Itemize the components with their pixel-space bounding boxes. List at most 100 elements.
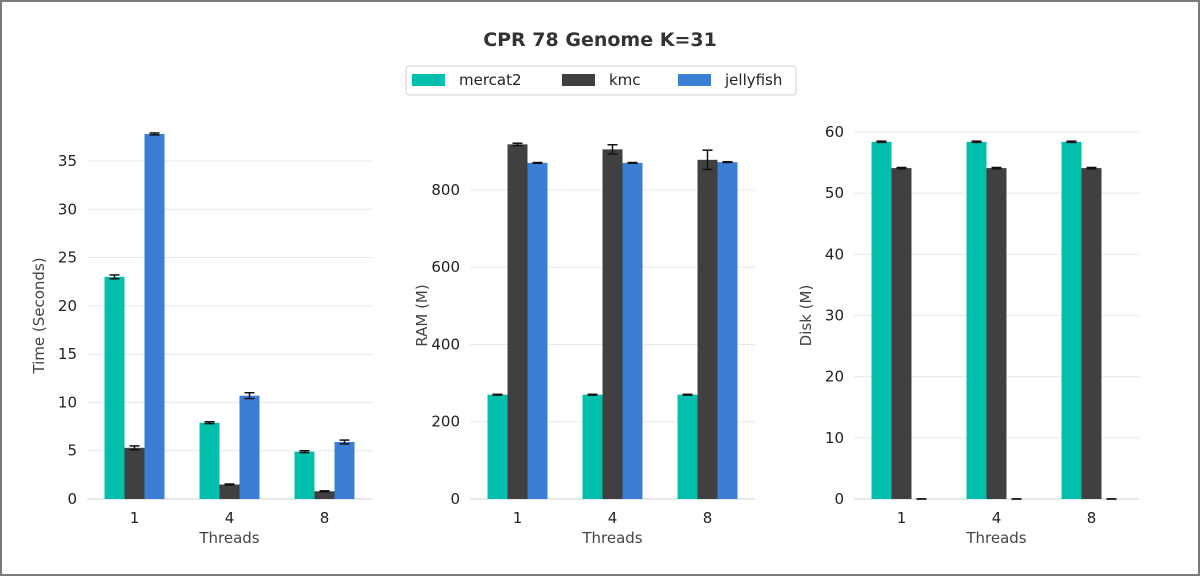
legend-entry-jellyfish: jellyfish — [678, 71, 782, 89]
y-tick-label: 0 — [450, 490, 460, 508]
y-tick-label: 0 — [834, 490, 844, 508]
bar-kmc — [219, 484, 240, 499]
legend-box — [405, 65, 797, 96]
y-tick-label: 400 — [431, 335, 460, 353]
panel-1: 0 5 10 15 20 25 30 35 1 4 8 Threads Time (Seconds) — [30, 132, 372, 547]
bar-mercat2 — [487, 394, 508, 499]
error-bar-jellyfish — [244, 392, 255, 400]
legend-label-mercat2: mercat2 — [459, 71, 522, 89]
y-tick-label: 600 — [431, 258, 460, 276]
x-tick-label: 1 — [513, 509, 523, 527]
legend: mercat2 kmc jellyfish — [405, 65, 797, 96]
error-bar-jellyfish — [532, 161, 543, 165]
error-bar-mercat2 — [204, 420, 215, 425]
x-tick-label: 8 — [320, 509, 330, 527]
bar-mercat2 — [199, 422, 220, 499]
error-bar-kmc — [702, 149, 713, 171]
y-tick-label: 25 — [58, 249, 77, 267]
bar-kmc — [314, 491, 335, 499]
error-bar-kmc — [512, 142, 523, 147]
y-tick-label: 200 — [431, 413, 460, 431]
legend-swatch-jellyfish — [678, 74, 711, 86]
error-bar-mercat2 — [109, 274, 120, 280]
bar-mercat2 — [582, 394, 603, 499]
x-axis-label: Threads — [198, 529, 259, 547]
error-bar-mercat2 — [492, 393, 503, 396]
legend-swatch-kmc — [562, 74, 595, 86]
error-bar-mercat2 — [971, 140, 982, 144]
y-tick-label: 60 — [825, 123, 844, 141]
bar-jellyfish — [622, 162, 643, 499]
error-bar-kmc — [991, 166, 1002, 170]
error-bar-mercat2 — [682, 393, 693, 396]
bar-kmc — [986, 168, 1007, 500]
y-tick-label: 10 — [58, 393, 77, 411]
error-bar-kmc — [1086, 166, 1097, 170]
y-tick-label: 20 — [58, 297, 77, 315]
y-axis-label: Disk (M) — [797, 285, 815, 347]
legend-label-kmc: kmc — [609, 71, 641, 89]
x-tick-label: 4 — [225, 509, 235, 527]
error-bar-mercat2 — [1066, 140, 1077, 144]
bar-mercat2 — [1061, 141, 1082, 499]
x-tick-label: 4 — [608, 509, 618, 527]
error-bar-jellyfish — [722, 160, 733, 164]
bar-jellyfish — [527, 162, 548, 499]
y-axis-label: RAM (M) — [413, 284, 431, 346]
error-bar-mercat2 — [299, 449, 310, 454]
panel-2: 0 200 400 600 800 1 4 8 Threads RAM (M) — [413, 142, 755, 547]
x-tick-label: 4 — [992, 509, 1002, 527]
bar-kmc — [602, 149, 623, 499]
error-bar-mercat2 — [876, 140, 887, 144]
legend-entry-mercat2: mercat2 — [412, 71, 522, 89]
bar-jellyfish — [144, 133, 165, 499]
y-tick-label: 20 — [825, 368, 844, 386]
bar-mercat2 — [871, 141, 892, 499]
y-tick-label: 800 — [431, 181, 460, 199]
bar-jellyfish — [334, 442, 355, 499]
y-tick-label: 35 — [58, 152, 77, 170]
y-tick-label: 0 — [67, 490, 77, 508]
error-bar-jellyfish — [339, 439, 350, 445]
x-tick-label: 8 — [1087, 509, 1097, 527]
y-tick-label: 40 — [825, 245, 844, 263]
error-bar-kmc — [129, 445, 140, 451]
bar-mercat2 — [104, 276, 125, 499]
error-bar-kmc — [319, 490, 330, 493]
x-axis-label: Threads — [581, 529, 642, 547]
chart-title: CPR 78 Genome K=31 — [483, 29, 717, 51]
error-bar-jellyfish — [627, 161, 638, 165]
bar-mercat2 — [677, 394, 698, 499]
x-tick-label: 1 — [130, 509, 140, 527]
y-axis-label: Time (Seconds) — [30, 257, 48, 374]
bar-kmc — [124, 447, 145, 499]
bar-jellyfish — [239, 395, 260, 499]
legend-entry-kmc: kmc — [562, 71, 641, 89]
bar-kmc — [891, 168, 912, 500]
y-tick-label: 30 — [58, 200, 77, 218]
y-tick-label: 5 — [67, 442, 77, 460]
x-tick-label: 8 — [703, 509, 713, 527]
x-tick-label: 1 — [897, 509, 907, 527]
y-tick-label: 30 — [825, 307, 844, 325]
bar-mercat2 — [294, 451, 315, 499]
error-bar-jellyfish — [149, 132, 160, 136]
legend-label-jellyfish: jellyfish — [724, 71, 782, 89]
error-bar-mercat2 — [587, 393, 598, 396]
bar-jellyfish — [717, 162, 738, 499]
y-tick-label: 50 — [825, 184, 844, 202]
bar-mercat2 — [966, 141, 987, 499]
error-bar-kmc — [896, 166, 907, 170]
panel-3: 0 10 20 30 40 50 60 1 4 8 Threads Disk (M) — [797, 123, 1139, 547]
legend-swatch-mercat2 — [412, 74, 445, 86]
y-tick-label: 10 — [825, 429, 844, 447]
bar-kmc — [1081, 168, 1102, 500]
y-tick-label: 15 — [58, 345, 77, 363]
bar-kmc — [507, 144, 528, 499]
error-bar-kmc — [607, 143, 618, 155]
error-bar-kmc — [224, 483, 235, 486]
bar-kmc — [697, 159, 718, 499]
